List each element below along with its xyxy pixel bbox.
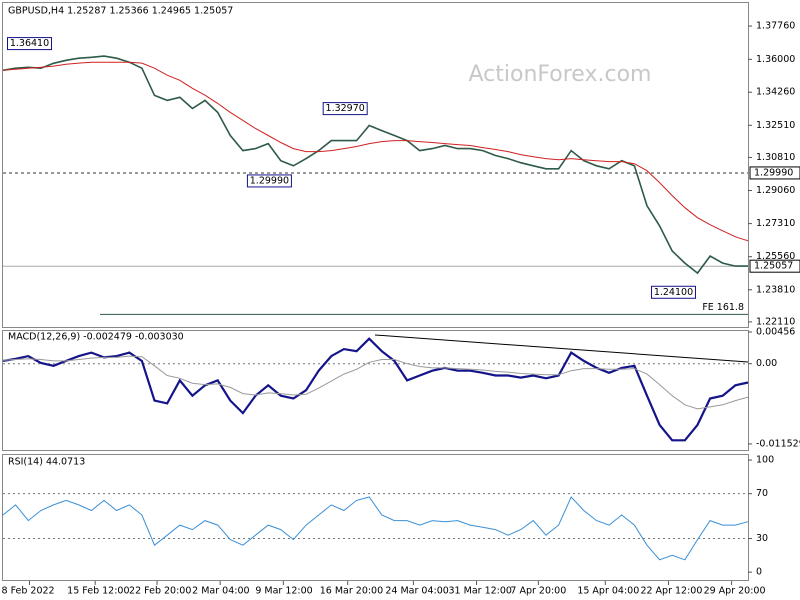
x-tick-label: 15 Apr 04:00 bbox=[577, 586, 639, 597]
x-tick-label: 24 Mar 04:00 bbox=[385, 586, 448, 597]
price-header: GBPUSD,H4 1.25287 1.25366 1.24965 1.2505… bbox=[8, 6, 233, 17]
pivot-box bbox=[322, 102, 368, 116]
y-tick-label: 0 bbox=[756, 567, 762, 578]
y-tick-label: 1.30810 bbox=[756, 152, 795, 163]
x-tick-label: 8 Feb 2022 bbox=[2, 586, 55, 597]
x-tick-label: 31 Mar 12:00 bbox=[449, 586, 512, 597]
pivot-text: 1.29990 bbox=[250, 175, 289, 186]
y-tick-label: 30 bbox=[756, 533, 768, 544]
series-line bbox=[2, 61, 749, 242]
y-tick-label: 1.36000 bbox=[756, 54, 795, 65]
level-box bbox=[749, 166, 800, 180]
fe-label: FE 161.8 bbox=[702, 302, 744, 313]
y-tick-label: -0.011529 bbox=[756, 438, 800, 449]
pivot-label: 1.36410 bbox=[7, 37, 53, 51]
watermark: ActionForex.com bbox=[469, 62, 652, 87]
pivot-text: 1.36410 bbox=[10, 38, 49, 49]
y-tick-label: 1.23810 bbox=[756, 284, 795, 295]
price-panel bbox=[2, 2, 749, 328]
y-tick-label: 1.25560 bbox=[756, 251, 795, 262]
y-tick-label: 1.22110 bbox=[756, 316, 795, 327]
pivot-label: 1.29990 bbox=[246, 174, 292, 188]
pivot-box bbox=[7, 37, 53, 51]
x-tick-label: 7 Apr 20:00 bbox=[510, 586, 566, 597]
y-tick-label: 1.37760 bbox=[756, 21, 795, 32]
y-tick-label: 1.27310 bbox=[756, 218, 795, 229]
series-line bbox=[2, 496, 749, 561]
x-tick-label: 2 Mar 04:00 bbox=[192, 586, 249, 597]
level-label: 1.29990 bbox=[754, 167, 793, 178]
pivot-label: 1.24100 bbox=[650, 285, 696, 299]
macd-panel bbox=[2, 330, 749, 451]
x-tick-label: 29 Apr 20:00 bbox=[704, 586, 766, 597]
trend-line bbox=[374, 334, 749, 363]
y-tick-label: 1.34260 bbox=[756, 87, 795, 98]
rsi-panel bbox=[2, 454, 749, 581]
y-tick-label: 70 bbox=[756, 488, 768, 499]
x-tick-label: 16 Mar 20:00 bbox=[320, 586, 383, 597]
level-box bbox=[749, 259, 800, 273]
pivot-text: 1.24100 bbox=[654, 287, 693, 298]
x-tick-label: 9 Mar 12:00 bbox=[255, 586, 312, 597]
pivot-text: 1.32970 bbox=[326, 103, 365, 114]
y-tick-label: 100 bbox=[756, 455, 774, 466]
x-tick-label: 22 Feb 20:00 bbox=[129, 586, 191, 597]
y-tick-label: 1.32510 bbox=[756, 120, 795, 131]
x-tick-label: 15 Feb 12:00 bbox=[67, 586, 129, 597]
macd-header: MACD(12,26,9) -0.002479 -0.003030 bbox=[8, 332, 184, 343]
x-tick-label: 22 Apr 12:00 bbox=[640, 586, 702, 597]
level-label: 1.25057 bbox=[754, 261, 793, 272]
y-tick-label: 0.00 bbox=[756, 358, 777, 369]
pivot-label: 1.32970 bbox=[322, 102, 368, 116]
pivot-box bbox=[246, 174, 292, 188]
y-tick-label: 0.00456 bbox=[756, 326, 795, 337]
y-tick-label: 1.29060 bbox=[756, 185, 795, 196]
pivot-box bbox=[650, 285, 696, 299]
series-line bbox=[2, 355, 749, 410]
series-line bbox=[2, 337, 749, 442]
rsi-header: RSI(14) 44.0713 bbox=[8, 457, 85, 468]
